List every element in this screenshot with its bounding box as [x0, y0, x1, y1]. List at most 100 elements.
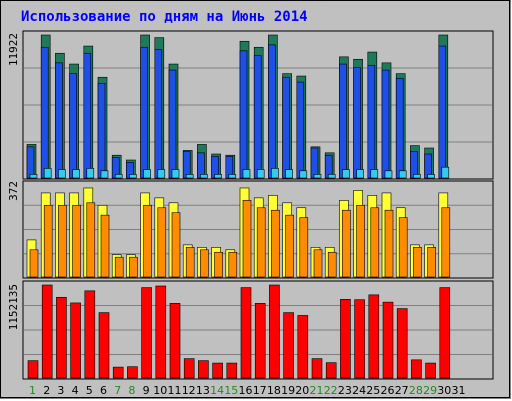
bar-day-17-mid-front [256, 207, 266, 278]
bar-day-25-mid-front [370, 207, 380, 278]
bar-day-6-top-front [97, 82, 106, 179]
bar-day-24-bottom [354, 299, 365, 379]
bar-day-29-top-small [427, 174, 435, 179]
bar-day-11-bottom [169, 303, 181, 379]
bar-day-13-bottom [198, 360, 209, 379]
bar-day-15-mid-front [228, 251, 238, 278]
bar-day-3-mid-front [58, 204, 67, 278]
bar-day-28-bottom [411, 359, 422, 379]
bar-day-8-top-small [129, 174, 137, 179]
bar-day-29-bottom [425, 362, 436, 379]
bar-day-3-top-small [58, 169, 66, 179]
day-label-9: 9 [143, 384, 150, 397]
bar-day-20-bottom [297, 315, 309, 379]
bar-day-12-top-front [182, 151, 191, 179]
bar-day-7-top-small [114, 174, 123, 179]
bar-day-16-bottom [240, 287, 252, 379]
bar-day-14-mid-front [214, 251, 223, 278]
day-label-10: 10 [153, 384, 167, 397]
bar-day-5-bottom [84, 290, 96, 379]
bar-day-13-top-small [200, 174, 208, 179]
bar-day-16-top-small [242, 169, 251, 179]
bar-day-30-top-small [441, 166, 450, 179]
day-label-19: 19 [281, 384, 295, 397]
bar-day-5-mid-front [86, 202, 96, 278]
bar-day-20-mid-front [299, 217, 309, 278]
bar-day-12-mid-front [185, 247, 195, 278]
bar-day-6-top-small [100, 170, 109, 179]
bar-day-2-bottom [41, 284, 53, 379]
day-label-18: 18 [267, 384, 281, 397]
day-label-13: 13 [196, 384, 210, 397]
day-label-30: 30 [437, 384, 451, 397]
day-label-1: 1 [29, 384, 36, 397]
day-label-12: 12 [182, 384, 196, 397]
bar-day-21-mid-front [313, 249, 323, 278]
day-label-23: 23 [338, 384, 352, 397]
day-label-3: 3 [57, 384, 64, 397]
day-label-28: 28 [409, 384, 423, 397]
bar-day-22-top-small [327, 174, 336, 179]
bar-day-5-top-front [83, 52, 92, 179]
day-label-4: 4 [72, 384, 79, 397]
bar-day-30-mid-front [441, 207, 451, 278]
day-label-21: 21 [310, 384, 324, 397]
bar-day-3-top-front [55, 62, 63, 179]
bar-day-8-mid-front [129, 256, 138, 278]
bar-day-10-bottom [155, 285, 167, 379]
bar-day-11-top-small [171, 169, 180, 179]
bar-day-25-bottom [368, 294, 380, 379]
day-label-17: 17 [253, 384, 267, 397]
bar-day-19-top-front [282, 76, 290, 179]
day-label-27: 27 [395, 384, 409, 397]
day-label-6: 6 [100, 384, 107, 397]
bar-day-15-top-small [228, 174, 237, 179]
bar-day-10-mid-front [157, 207, 167, 278]
bar-day-17-top-front [253, 55, 262, 179]
bar-day-8-bottom [127, 366, 138, 379]
bar-day-21-top-front [310, 147, 319, 179]
day-label-25: 25 [366, 384, 380, 397]
day-label-24: 24 [352, 384, 366, 397]
day-label-8: 8 [128, 384, 135, 397]
bar-day-21-top-small [313, 174, 322, 179]
chart-title: Использование по дням на Июнь 2014 [21, 9, 308, 25]
bar-day-3-bottom [56, 296, 67, 379]
bar-day-23-mid-front [342, 209, 351, 278]
bar-day-30-bottom [439, 287, 451, 379]
bar-day-2-mid-front [43, 204, 53, 278]
bar-day-30-top-front [438, 45, 447, 179]
bar-day-1-top-front [26, 146, 35, 179]
bar-day-24-top-front [353, 67, 361, 179]
bar-day-16-top-front [239, 50, 248, 179]
bar-day-23-bottom [340, 298, 351, 379]
bar-day-22-mid-front [327, 251, 337, 278]
bar-day-16-mid-front [242, 200, 252, 278]
bar-day-19-top-small [285, 169, 293, 179]
bar-day-20-top-small [299, 170, 308, 179]
bar-day-4-mid-front [72, 204, 81, 278]
bar-day-26-bottom [382, 301, 394, 379]
bar-day-17-top-small [256, 169, 265, 179]
bar-day-10-top-small [157, 169, 166, 179]
day-label-16: 16 [239, 384, 253, 397]
bar-day-20-top-front [296, 81, 305, 179]
bar-day-4-top-front [69, 73, 77, 179]
bar-day-23-top-front [339, 63, 347, 179]
bar-day-11-top-front [168, 69, 177, 179]
bar-day-28-top-small [413, 174, 421, 179]
bar-day-23-top-small [342, 169, 350, 179]
day-label-2: 2 [43, 384, 50, 397]
day-label-15: 15 [224, 384, 238, 397]
bar-day-2-top-front [40, 46, 49, 179]
bar-day-9-bottom [141, 287, 152, 379]
bar-day-24-top-small [356, 169, 364, 179]
day-label-5: 5 [86, 384, 93, 397]
bar-day-29-mid-front [427, 247, 436, 278]
bar-day-26-mid-front [384, 209, 394, 278]
bar-day-9-mid-front [143, 204, 152, 278]
day-label-29: 29 [423, 384, 437, 397]
bar-day-7-mid-front [114, 256, 124, 278]
